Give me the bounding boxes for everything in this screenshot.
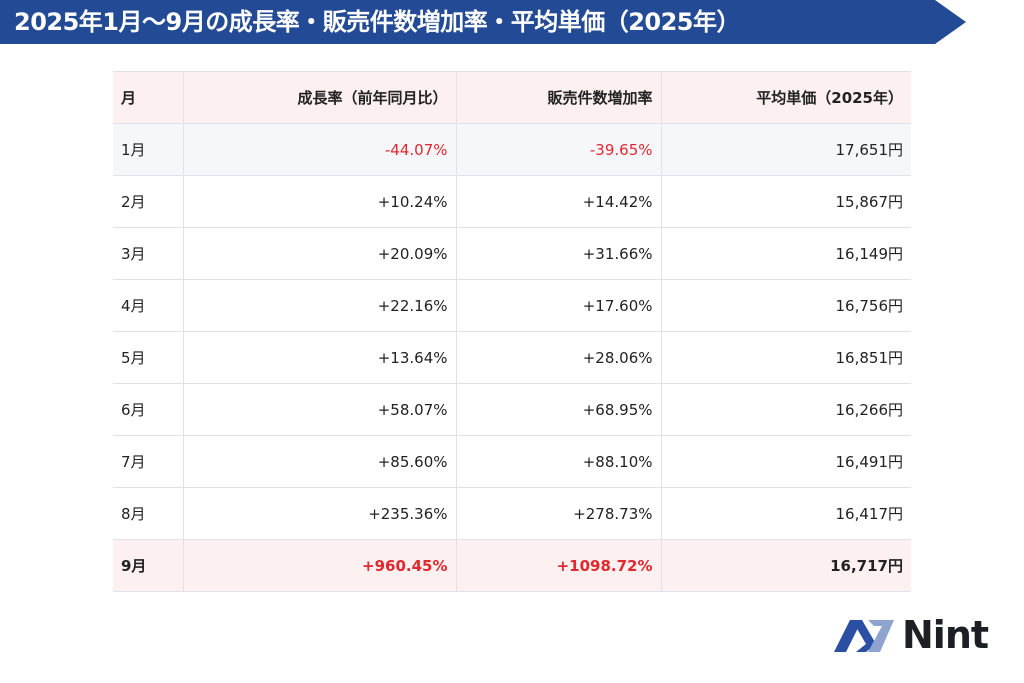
- sales-increase-cell: +88.10%: [455, 435, 661, 488]
- avg-price-cell: 15,867円: [660, 175, 911, 228]
- column-header-month: 月: [113, 71, 183, 124]
- logo-text: Nint: [902, 613, 989, 657]
- sales-increase-cell: +31.66%: [455, 227, 661, 280]
- growth-cell: +58.07%: [182, 383, 456, 436]
- avg-price-cell: 16,756円: [660, 279, 911, 332]
- sales-increase-cell: -39.65%: [455, 123, 661, 176]
- table-row: 4月 +22.16% +17.60% 16,756円: [113, 279, 911, 332]
- avg-price-cell: 16,149円: [660, 227, 911, 280]
- month-cell: 8月: [113, 487, 183, 540]
- sales-increase-cell: +278.73%: [455, 487, 661, 540]
- growth-cell: +13.64%: [182, 331, 456, 384]
- table-row: 2月 +10.24% +14.42% 15,867円: [113, 175, 911, 228]
- sales-increase-cell: +14.42%: [455, 175, 661, 228]
- month-cell: 1月: [113, 123, 183, 176]
- growth-cell: +20.09%: [182, 227, 456, 280]
- data-table: 月 成長率（前年同月比） 販売件数増加率 平均単価（2025年） 1月 -44.0…: [113, 71, 911, 592]
- avg-price-cell: 16,717円: [660, 539, 911, 592]
- growth-cell: +960.45%: [182, 539, 456, 592]
- column-header-growth: 成長率（前年同月比）: [182, 71, 456, 124]
- month-cell: 5月: [113, 331, 183, 384]
- table-row: 9月 +960.45% +1098.72% 16,717円: [113, 539, 911, 592]
- sales-increase-cell: +28.06%: [455, 331, 661, 384]
- growth-cell: +22.16%: [182, 279, 456, 332]
- avg-price-cell: 16,491円: [660, 435, 911, 488]
- table-row: 3月 +20.09% +31.66% 16,149円: [113, 227, 911, 280]
- table-header-row: 月 成長率（前年同月比） 販売件数増加率 平均単価（2025年）: [113, 71, 911, 124]
- table-row: 7月 +85.60% +88.10% 16,491円: [113, 435, 911, 488]
- month-cell: 2月: [113, 175, 183, 228]
- table-row: 8月 +235.36% +278.73% 16,417円: [113, 487, 911, 540]
- sales-increase-cell: +17.60%: [455, 279, 661, 332]
- nint-logo: Nint: [832, 612, 1002, 658]
- table-row: 5月 +13.64% +28.06% 16,851円: [113, 331, 911, 384]
- sales-increase-cell: +68.95%: [455, 383, 661, 436]
- month-cell: 3月: [113, 227, 183, 280]
- avg-price-cell: 17,651円: [660, 123, 911, 176]
- growth-cell: +85.60%: [182, 435, 456, 488]
- month-cell: 6月: [113, 383, 183, 436]
- avg-price-cell: 16,266円: [660, 383, 911, 436]
- nint-logo-icon: [834, 620, 894, 652]
- table-row: 1月 -44.07% -39.65% 17,651円: [113, 123, 911, 176]
- month-cell: 4月: [113, 279, 183, 332]
- column-header-avg-price: 平均単価（2025年）: [660, 71, 911, 124]
- month-cell: 7月: [113, 435, 183, 488]
- sales-increase-cell: +1098.72%: [455, 539, 661, 592]
- table-row: 6月 +58.07% +68.95% 16,266円: [113, 383, 911, 436]
- page-title: 2025年1月〜9月の成長率・販売件数増加率・平均単価（2025年）: [14, 8, 741, 36]
- month-cell: 9月: [113, 539, 183, 592]
- avg-price-cell: 16,417円: [660, 487, 911, 540]
- column-header-sales-increase: 販売件数増加率: [455, 71, 661, 124]
- avg-price-cell: 16,851円: [660, 331, 911, 384]
- growth-cell: +235.36%: [182, 487, 456, 540]
- growth-cell: -44.07%: [182, 123, 456, 176]
- growth-cell: +10.24%: [182, 175, 456, 228]
- title-banner: [0, 0, 966, 44]
